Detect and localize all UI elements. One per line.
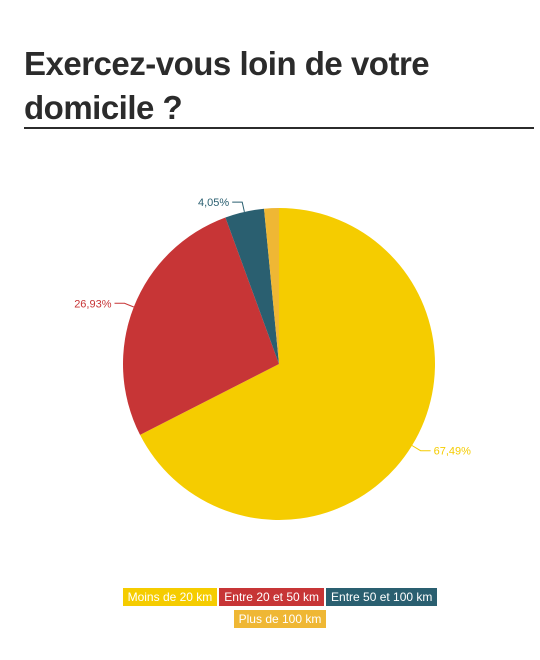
title-underline — [24, 127, 534, 129]
legend-row-2: Plus de 100 km — [20, 610, 540, 628]
data-label-entre-50-et-100-km: 4,05% — [198, 197, 229, 209]
legend-item-entre-20-et-50-km[interactable]: Entre 20 et 50 km — [219, 588, 325, 606]
chart-legend: Moins de 20 km Entre 20 et 50 km Entre 50 … — [20, 588, 540, 632]
label-connector-moins-de-20-km — [411, 445, 431, 452]
data-label-entre-20-et-50-km: 26,93% — [74, 298, 112, 310]
pie-slices — [123, 208, 436, 521]
legend-item-entre-50-et-100-km[interactable]: Entre 50 et 100 km — [326, 588, 438, 606]
legend-item-plus-de-100-km[interactable]: Plus de 100 km — [233, 610, 327, 628]
pie-slice-entre-50-et-100-km[interactable] — [225, 208, 279, 364]
pie-slice-moins-de-20-km[interactable] — [140, 208, 436, 521]
legend-item-moins-de-20-km[interactable]: Moins de 20 km — [122, 588, 218, 606]
label-connector-entre-20-et-50-km — [114, 302, 134, 308]
chart-title: Exercez-vous loin de votre domicile ? — [24, 45, 430, 126]
data-label-moins-de-20-km: 67,49% — [434, 446, 472, 458]
label-connector-entre-50-et-100-km — [232, 201, 245, 213]
pie-data-labels: 67,49% 26,93% 4,05% — [74, 197, 471, 458]
legend-row-1: Moins de 20 km Entre 20 et 50 km Entre 50 … — [20, 588, 540, 606]
pie-slice-entre-20-et-50-km[interactable] — [123, 217, 279, 435]
pie-slice-plus-de-100-km[interactable] — [264, 208, 279, 364]
pie-chart: 67,49% 26,93% 4,05% — [74, 197, 471, 521]
